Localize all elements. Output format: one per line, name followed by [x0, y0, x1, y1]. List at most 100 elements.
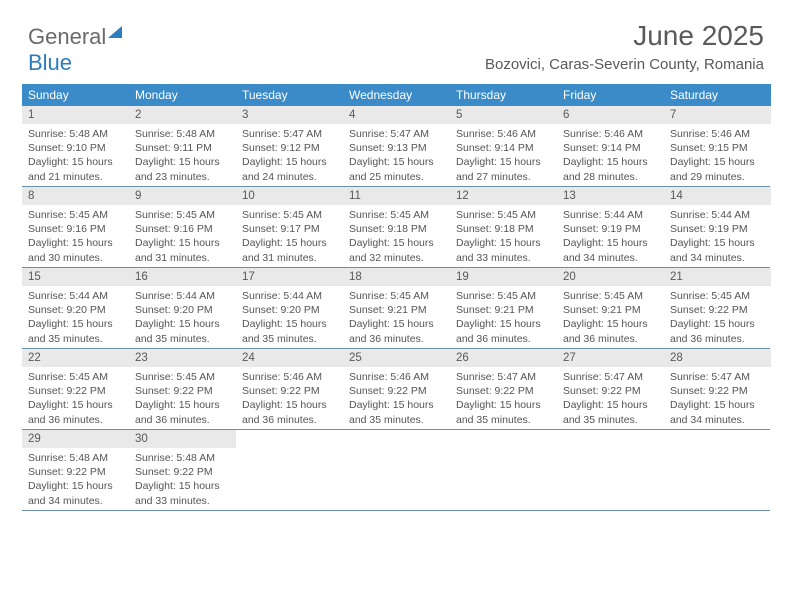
day-number: 15 [22, 268, 129, 286]
day-detail: Sunrise: 5:48 AMSunset: 9:22 PMDaylight:… [129, 448, 236, 510]
day-detail: Sunrise: 5:45 AMSunset: 9:17 PMDaylight:… [236, 205, 343, 267]
day-detail: Sunrise: 5:44 AMSunset: 9:20 PMDaylight:… [236, 286, 343, 348]
location-subtitle: Bozovici, Caras-Severin County, Romania [485, 56, 764, 73]
logo-triangle-icon [108, 26, 122, 38]
day-number [236, 430, 343, 448]
day-detail: Sunrise: 5:48 AMSunset: 9:11 PMDaylight:… [129, 124, 236, 186]
day-number: 25 [343, 349, 450, 367]
calendar-week: 1234567Sunrise: 5:48 AMSunset: 9:10 PMDa… [22, 106, 770, 187]
day-detail [236, 448, 343, 510]
logo: General Blue [28, 24, 122, 76]
day-number: 11 [343, 187, 450, 205]
day-number-row: 22232425262728 [22, 349, 770, 367]
day-detail: Sunrise: 5:46 AMSunset: 9:22 PMDaylight:… [343, 367, 450, 429]
day-number: 6 [557, 106, 664, 124]
day-header: Saturday [664, 84, 771, 106]
day-number-row: 15161718192021 [22, 268, 770, 286]
day-number: 24 [236, 349, 343, 367]
day-number: 9 [129, 187, 236, 205]
page-title: June 2025 [633, 20, 764, 52]
day-number: 8 [22, 187, 129, 205]
day-detail: Sunrise: 5:46 AMSunset: 9:14 PMDaylight:… [557, 124, 664, 186]
day-number: 20 [557, 268, 664, 286]
day-detail-row: Sunrise: 5:48 AMSunset: 9:10 PMDaylight:… [22, 124, 770, 186]
day-header: Friday [557, 84, 664, 106]
day-number [557, 430, 664, 448]
day-detail [450, 448, 557, 510]
day-detail: Sunrise: 5:44 AMSunset: 9:20 PMDaylight:… [22, 286, 129, 348]
day-number: 27 [557, 349, 664, 367]
day-detail: Sunrise: 5:47 AMSunset: 9:13 PMDaylight:… [343, 124, 450, 186]
day-detail: Sunrise: 5:44 AMSunset: 9:19 PMDaylight:… [557, 205, 664, 267]
day-number-row: 891011121314 [22, 187, 770, 205]
day-detail [664, 448, 771, 510]
calendar-grid: SundayMondayTuesdayWednesdayThursdayFrid… [22, 84, 770, 511]
day-detail: Sunrise: 5:45 AMSunset: 9:22 PMDaylight:… [129, 367, 236, 429]
day-detail: Sunrise: 5:46 AMSunset: 9:14 PMDaylight:… [450, 124, 557, 186]
day-detail [343, 448, 450, 510]
day-detail: Sunrise: 5:47 AMSunset: 9:22 PMDaylight:… [664, 367, 771, 429]
day-number: 28 [664, 349, 771, 367]
day-detail [557, 448, 664, 510]
day-detail: Sunrise: 5:47 AMSunset: 9:22 PMDaylight:… [557, 367, 664, 429]
day-detail: Sunrise: 5:47 AMSunset: 9:12 PMDaylight:… [236, 124, 343, 186]
day-detail: Sunrise: 5:45 AMSunset: 9:21 PMDaylight:… [343, 286, 450, 348]
day-header: Thursday [450, 84, 557, 106]
day-number [450, 430, 557, 448]
logo-text-2: Blue [28, 50, 72, 75]
day-number: 30 [129, 430, 236, 448]
day-number: 29 [22, 430, 129, 448]
day-detail-row: Sunrise: 5:44 AMSunset: 9:20 PMDaylight:… [22, 286, 770, 348]
calendar-week: 22232425262728Sunrise: 5:45 AMSunset: 9:… [22, 349, 770, 430]
day-detail: Sunrise: 5:48 AMSunset: 9:10 PMDaylight:… [22, 124, 129, 186]
calendar-week: 2930Sunrise: 5:48 AMSunset: 9:22 PMDayli… [22, 430, 770, 511]
day-number: 10 [236, 187, 343, 205]
day-detail: Sunrise: 5:44 AMSunset: 9:19 PMDaylight:… [664, 205, 771, 267]
day-number: 5 [450, 106, 557, 124]
day-detail: Sunrise: 5:45 AMSunset: 9:18 PMDaylight:… [343, 205, 450, 267]
day-number: 23 [129, 349, 236, 367]
day-number: 13 [557, 187, 664, 205]
day-number [343, 430, 450, 448]
day-number: 1 [22, 106, 129, 124]
day-number: 2 [129, 106, 236, 124]
day-detail: Sunrise: 5:47 AMSunset: 9:22 PMDaylight:… [450, 367, 557, 429]
day-header: Wednesday [343, 84, 450, 106]
day-number: 22 [22, 349, 129, 367]
day-header: Monday [129, 84, 236, 106]
day-detail: Sunrise: 5:45 AMSunset: 9:18 PMDaylight:… [450, 205, 557, 267]
day-header-row: SundayMondayTuesdayWednesdayThursdayFrid… [22, 84, 770, 106]
day-number: 16 [129, 268, 236, 286]
day-detail-row: Sunrise: 5:45 AMSunset: 9:16 PMDaylight:… [22, 205, 770, 267]
day-number: 12 [450, 187, 557, 205]
calendar-week: 15161718192021Sunrise: 5:44 AMSunset: 9:… [22, 268, 770, 349]
day-number: 17 [236, 268, 343, 286]
day-number: 7 [664, 106, 771, 124]
day-detail: Sunrise: 5:46 AMSunset: 9:15 PMDaylight:… [664, 124, 771, 186]
day-number-row: 2930 [22, 430, 770, 448]
day-detail: Sunrise: 5:45 AMSunset: 9:16 PMDaylight:… [129, 205, 236, 267]
day-number: 21 [664, 268, 771, 286]
day-header: Tuesday [236, 84, 343, 106]
logo-text-1: General [28, 24, 106, 49]
day-detail-row: Sunrise: 5:48 AMSunset: 9:22 PMDaylight:… [22, 448, 770, 510]
day-detail: Sunrise: 5:46 AMSunset: 9:22 PMDaylight:… [236, 367, 343, 429]
day-detail: Sunrise: 5:48 AMSunset: 9:22 PMDaylight:… [22, 448, 129, 510]
day-number-row: 1234567 [22, 106, 770, 124]
day-header: Sunday [22, 84, 129, 106]
day-detail: Sunrise: 5:44 AMSunset: 9:20 PMDaylight:… [129, 286, 236, 348]
day-detail: Sunrise: 5:45 AMSunset: 9:21 PMDaylight:… [450, 286, 557, 348]
day-number: 19 [450, 268, 557, 286]
day-number: 26 [450, 349, 557, 367]
day-detail: Sunrise: 5:45 AMSunset: 9:21 PMDaylight:… [557, 286, 664, 348]
day-number: 4 [343, 106, 450, 124]
day-detail: Sunrise: 5:45 AMSunset: 9:22 PMDaylight:… [664, 286, 771, 348]
day-number: 18 [343, 268, 450, 286]
day-detail: Sunrise: 5:45 AMSunset: 9:22 PMDaylight:… [22, 367, 129, 429]
day-number: 14 [664, 187, 771, 205]
calendar-week: 891011121314Sunrise: 5:45 AMSunset: 9:16… [22, 187, 770, 268]
day-detail: Sunrise: 5:45 AMSunset: 9:16 PMDaylight:… [22, 205, 129, 267]
day-detail-row: Sunrise: 5:45 AMSunset: 9:22 PMDaylight:… [22, 367, 770, 429]
day-number: 3 [236, 106, 343, 124]
day-number [664, 430, 771, 448]
